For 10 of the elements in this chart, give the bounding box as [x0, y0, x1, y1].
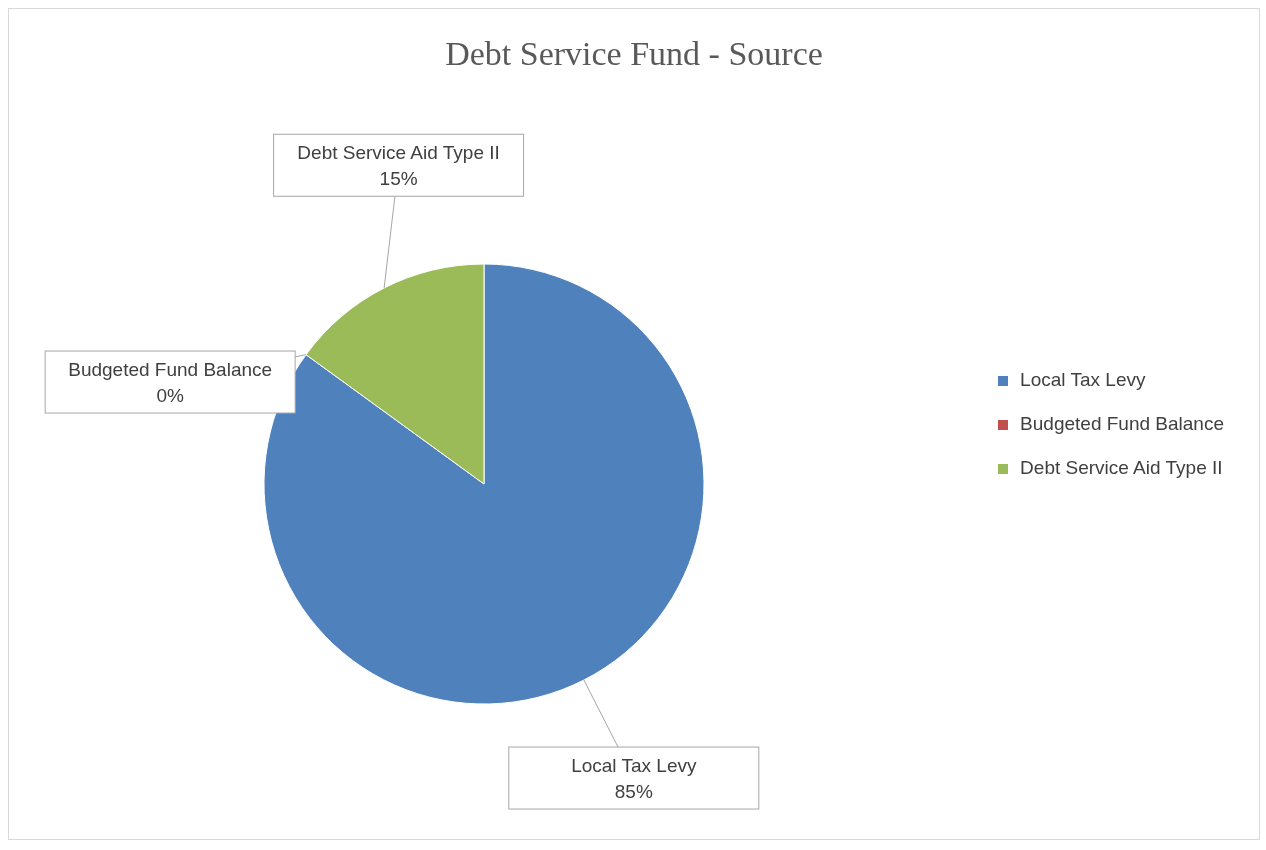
legend-label: Budgeted Fund Balance [1020, 413, 1224, 434]
chart-title: Debt Service Fund - Source [444, 34, 824, 73]
slice-label: Debt Service Aid Type II [297, 142, 500, 164]
legend-label: Debt Service Aid Type II [1020, 457, 1223, 478]
text: 0% [156, 385, 184, 407]
data-label: 15% [379, 168, 418, 190]
data-label: 85% [614, 781, 653, 803]
slice-label: Local Tax Levy [571, 755, 697, 777]
category-label: Budgeted Fund Balance [68, 359, 273, 381]
legend-label: Local Tax Levy [1020, 369, 1146, 390]
